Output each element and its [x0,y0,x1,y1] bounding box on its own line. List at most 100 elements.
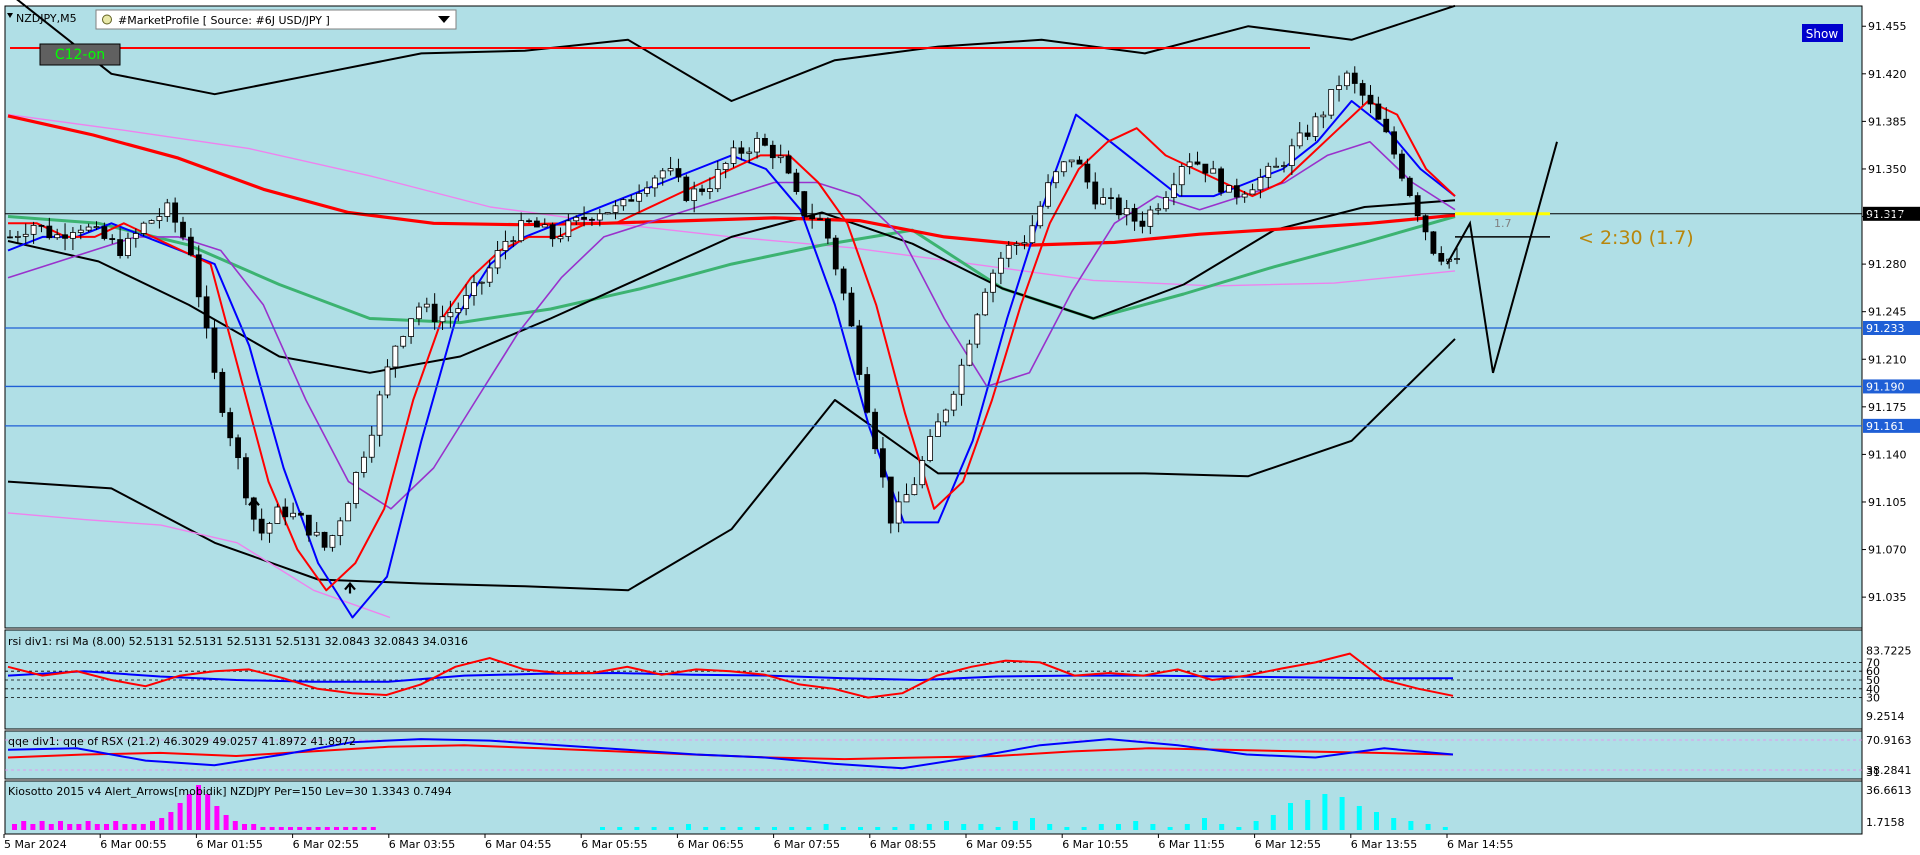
candle-body [337,520,344,536]
candle-body [101,226,108,239]
x-tick-label: 6 Mar 09:55 [966,838,1032,851]
candle-body [832,237,839,270]
qqe-blue-line [7,738,1454,770]
kiosotto-bar [1236,827,1242,830]
candle-body [117,239,123,256]
projection-layer [1446,141,1558,374]
x-tick-label: 6 Mar 01:55 [196,838,262,851]
kiosotto-bar [875,827,881,830]
y-tick-label: 91.210 [1868,353,1907,366]
violet-lower-line [7,512,391,619]
kiosotto-bar [944,821,949,830]
level-price-tag [1863,320,1920,335]
candle-body [1304,132,1311,137]
candle-body [903,494,910,503]
candle-body [227,412,234,439]
kiosotto-bar [232,821,238,830]
kiosotto-bar [754,827,760,830]
candle-body [699,188,705,192]
candle-body [1147,209,1154,227]
kiosotto-bar [617,827,623,830]
candle-body [313,531,320,536]
kiosotto-bar [76,824,82,830]
candle-body [1131,208,1138,222]
candle-body [1422,215,1429,233]
chevron-down-icon[interactable] [438,16,450,23]
candle-body [659,170,666,179]
kiosotto-bar [361,827,367,830]
candle-body [416,306,422,320]
candle-body [840,268,847,294]
candle-body [1359,83,1366,96]
candle-body [187,236,194,256]
candle-body [1092,181,1099,205]
c12-button[interactable]: C12-on [39,43,121,66]
show-button[interactable]: Show [1802,24,1843,42]
candle-body [1005,244,1012,259]
kiosotto-bar [12,824,17,830]
candle-body [478,281,485,284]
candle-body [1123,208,1130,216]
candle-body [376,394,383,436]
y-tick-label: 91.070 [1868,544,1907,557]
x-tick-label: 6 Mar 12:55 [1255,838,1321,851]
candle-body [360,456,367,473]
candle-body [1053,171,1059,184]
kiosotto-pane[interactable] [4,780,1863,835]
x-tick-label: 6 Mar 05:55 [581,838,647,851]
candle-body [62,234,68,239]
candle-body [1194,161,1201,165]
x-tick-label: 6 Mar 04:55 [485,838,551,851]
kiosotto-bar [315,827,321,830]
ma-green-line [7,215,1456,325]
candle-body [1241,193,1248,198]
market-profile-dropdown[interactable]: #MarketProfile [ Source: #6J USD/JPY ] [95,9,457,30]
kiosotto-bar [858,827,863,830]
candle-body [683,176,690,201]
x-tick-label: 6 Mar 07:55 [774,838,840,851]
candle-body [1438,253,1445,262]
qqe-pane[interactable] [4,730,1863,780]
candle-body [329,535,336,548]
kiosotto-bar [926,824,932,830]
candle-body [140,222,147,234]
candle-body [1367,94,1374,105]
candle-body [762,137,768,146]
candle-body [1281,165,1287,167]
kiosotto-bar [909,824,915,830]
candle-body [754,137,760,153]
candle-body [667,168,674,172]
candle-body [219,371,226,413]
rsi-ma-line [7,670,1453,683]
ma-red-line [8,100,1456,592]
kiosotto-bar [58,821,63,830]
kiosotto-bar [186,794,192,830]
kiosotto-tick-label: 36.6613 [1866,784,1912,797]
candle-body [864,374,871,413]
up-arrow-icon [344,581,356,594]
kiosotto-bar [140,824,146,830]
candle-body [722,163,729,170]
kiosotto-bar [600,827,605,830]
candle-body [164,202,171,217]
kiosotto-bar [122,824,128,830]
candle-body [70,232,76,239]
level-price-label: 91.190 [1866,380,1905,393]
main-pane[interactable] [4,5,1863,629]
candle-body [777,155,784,159]
candle-body [486,267,493,283]
candle-body [958,364,965,395]
x-tick-label: 6 Mar 14:55 [1447,838,1513,851]
x-tick-label: 6 Mar 02:55 [293,838,359,851]
kiosotto-bar [1081,827,1087,830]
x-tick-label: 6 Mar 00:55 [100,838,166,851]
candle-body [785,155,792,174]
y-tick-label: 91.315 [1868,211,1907,224]
kiosotto-bar [260,827,266,830]
candle-body [1383,118,1390,133]
candle-body [203,296,210,329]
candle-body [573,216,580,222]
kiosotto-bar [251,824,257,830]
candle-body [463,295,470,310]
